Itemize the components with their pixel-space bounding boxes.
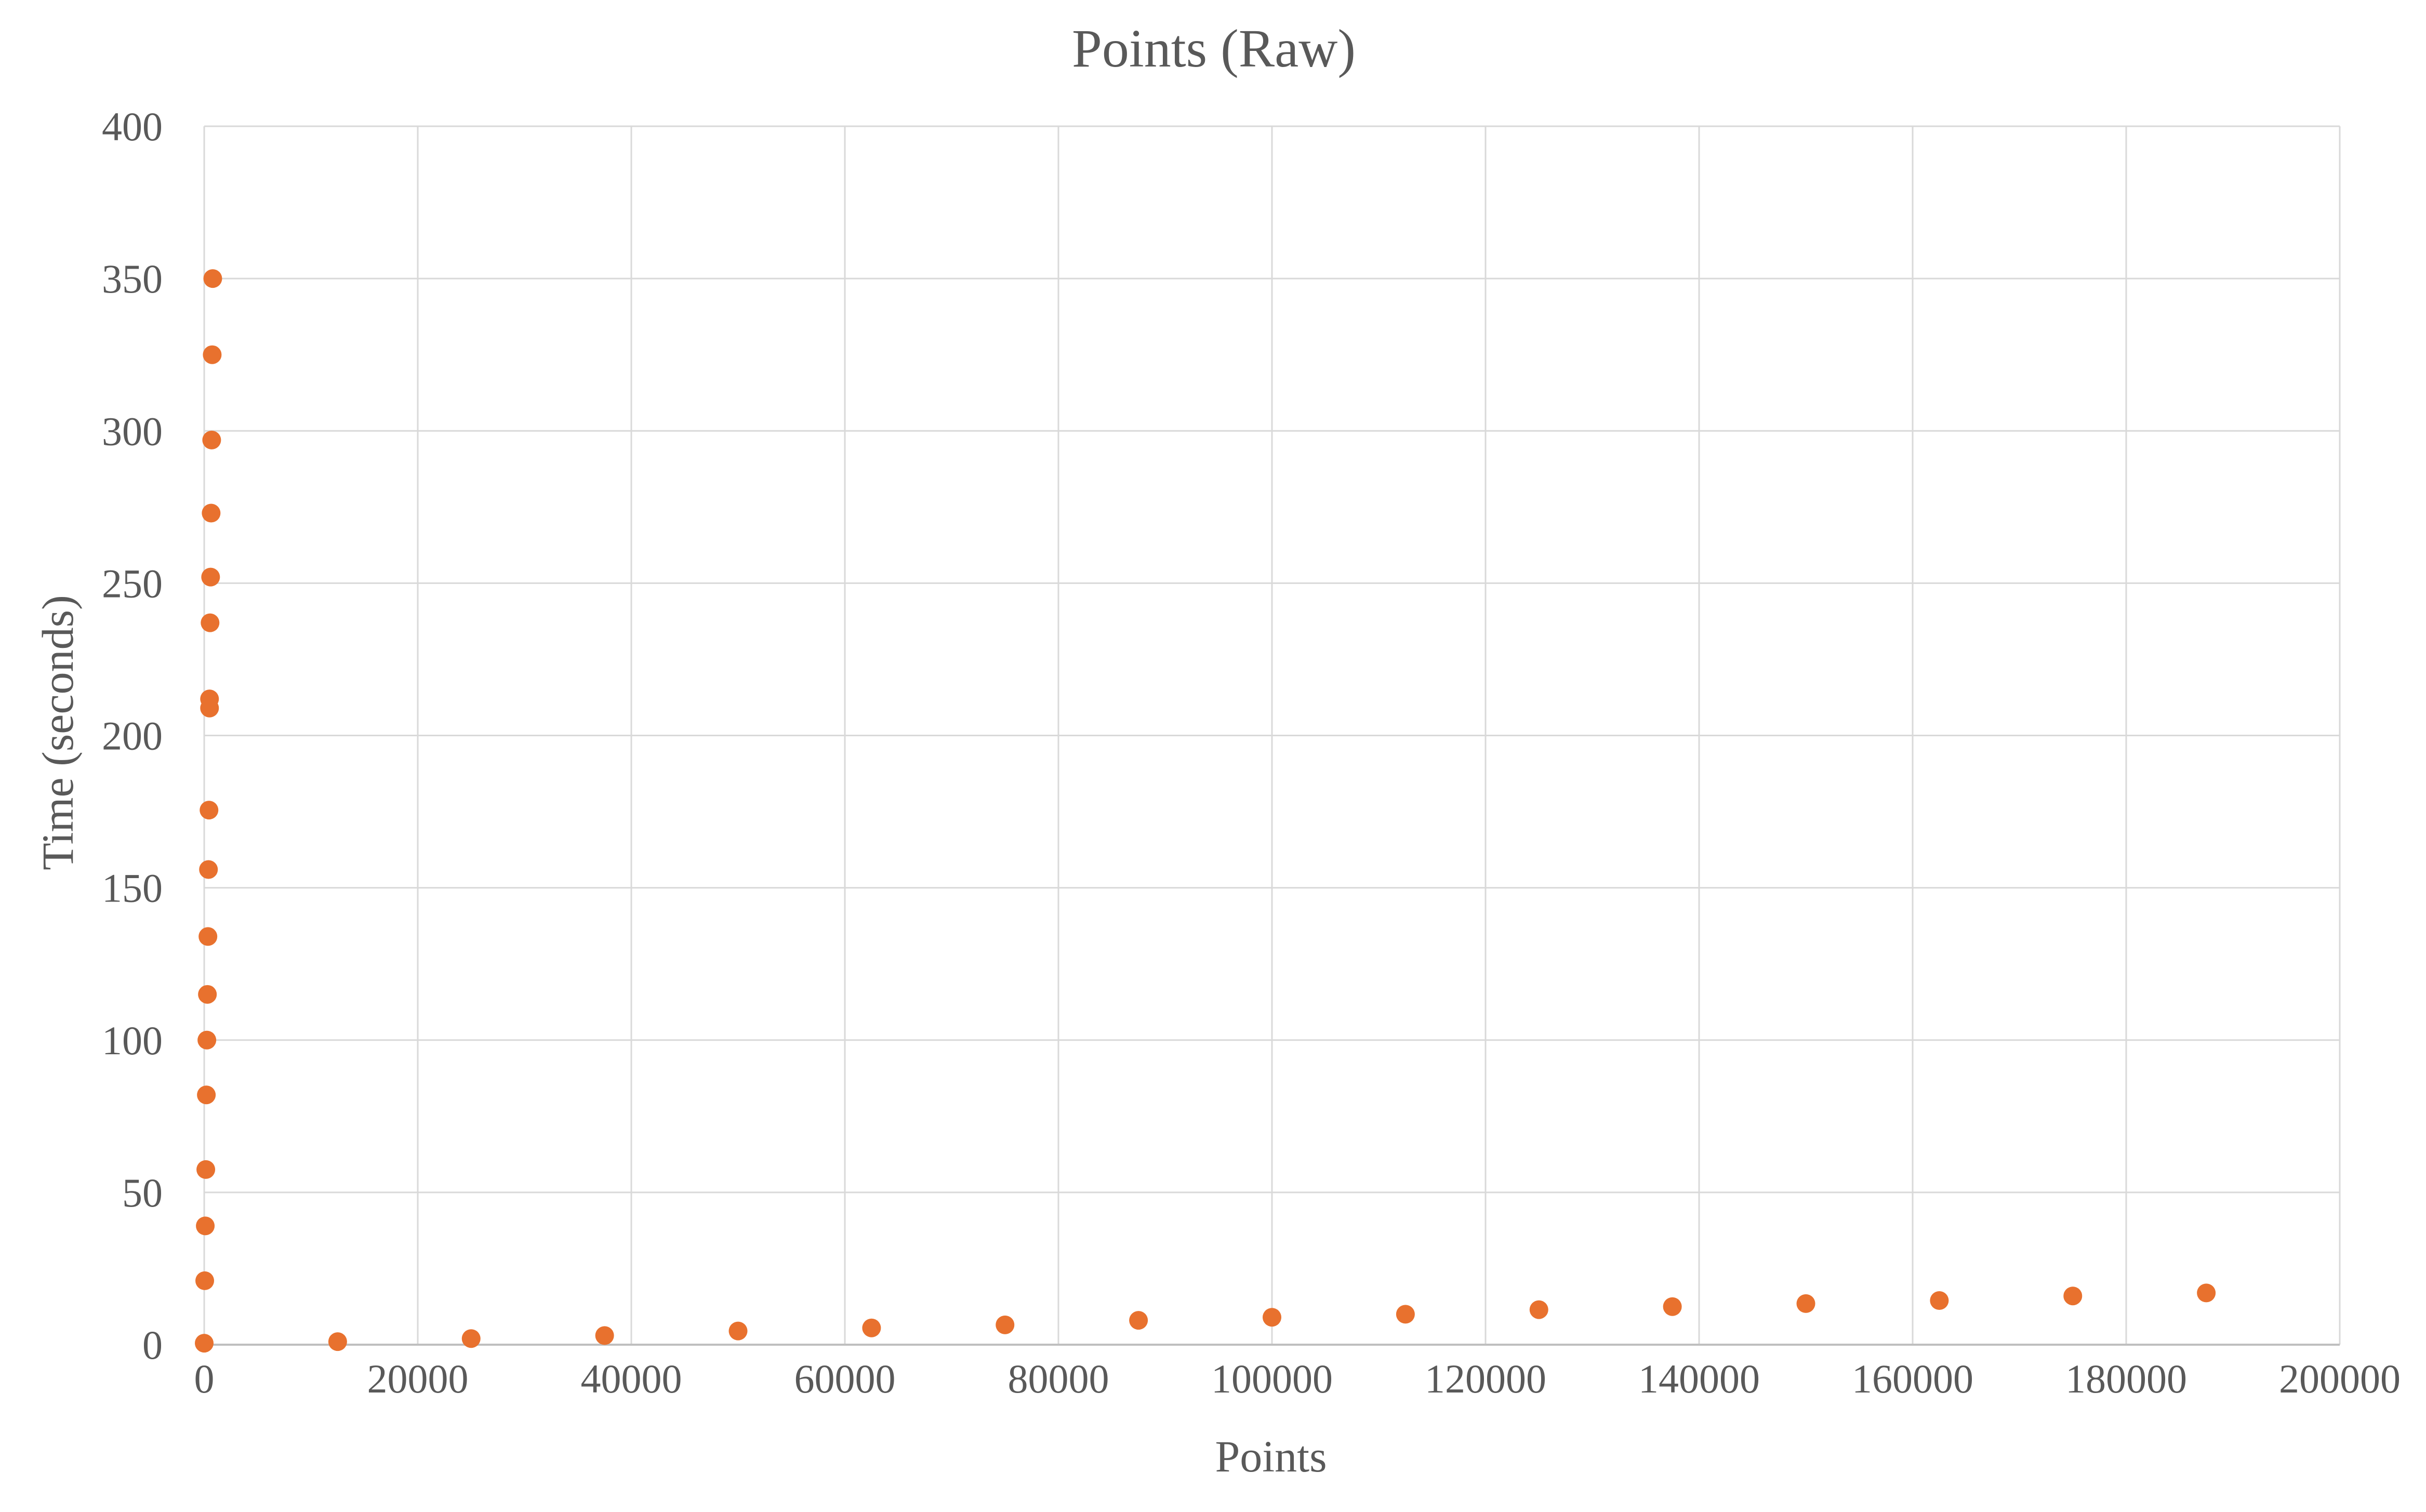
data-point <box>200 689 219 709</box>
data-point <box>203 345 222 364</box>
x-tick-label: 160000 <box>1852 1356 1973 1401</box>
data-point <box>862 1318 881 1337</box>
data-point <box>197 1085 216 1105</box>
data-point <box>198 927 218 946</box>
x-tick-label: 60000 <box>794 1356 896 1401</box>
data-point <box>202 503 221 523</box>
data-points <box>195 269 2216 1353</box>
data-point <box>328 1332 347 1351</box>
data-point <box>196 1216 215 1236</box>
chart-title: Points (Raw) <box>1072 19 1356 78</box>
x-tick-label: 180000 <box>2065 1356 2187 1401</box>
tick-labels: 0 20000 40000 60000 80000 100000 120000 140000 1… <box>102 104 2401 1401</box>
data-point <box>201 613 220 632</box>
x-tick-label: 80000 <box>1008 1356 1109 1401</box>
x-axis-label: Points <box>1215 1431 1327 1481</box>
data-point <box>461 1329 481 1348</box>
data-point <box>1396 1305 1415 1324</box>
data-point <box>1663 1297 1682 1316</box>
data-point <box>1930 1291 1949 1310</box>
x-tick-label: 20000 <box>367 1356 469 1401</box>
data-point <box>1129 1311 1148 1330</box>
data-point <box>198 985 217 1004</box>
y-tick-label: 100 <box>102 1018 163 1063</box>
y-tick-label: 150 <box>102 866 163 911</box>
data-point <box>202 430 221 449</box>
data-point <box>197 1030 217 1050</box>
x-tick-label: 140000 <box>1638 1356 1760 1401</box>
data-point <box>1529 1300 1548 1319</box>
y-tick-label: 0 <box>142 1322 163 1368</box>
data-point <box>2063 1286 2083 1306</box>
data-point <box>595 1326 614 1345</box>
y-tick-label: 400 <box>102 104 163 149</box>
y-tick-label: 250 <box>102 561 163 606</box>
y-tick-label: 50 <box>122 1170 163 1215</box>
data-point <box>200 801 219 820</box>
x-tick-label: 0 <box>194 1356 215 1401</box>
grid-layer <box>203 125 2341 1345</box>
y-tick-label: 350 <box>102 256 163 301</box>
y-tick-label: 200 <box>102 713 163 759</box>
data-point <box>728 1321 748 1341</box>
data-point <box>1263 1308 1281 1327</box>
y-tick-label: 300 <box>102 408 163 454</box>
x-tick-label: 120000 <box>1425 1356 1546 1401</box>
x-tick-label: 100000 <box>1211 1356 1333 1401</box>
x-tick-label: 40000 <box>581 1356 682 1401</box>
data-point <box>203 269 222 288</box>
data-point <box>2197 1283 2216 1303</box>
x-tick-label: 200000 <box>2279 1356 2401 1401</box>
data-point <box>996 1315 1015 1334</box>
data-point <box>1796 1294 1815 1313</box>
data-point <box>195 1271 215 1290</box>
data-point <box>199 860 218 879</box>
data-point <box>201 567 220 587</box>
y-axis-label: Time (seconds) <box>33 595 83 870</box>
data-point <box>196 1160 216 1179</box>
data-point <box>195 1334 214 1353</box>
